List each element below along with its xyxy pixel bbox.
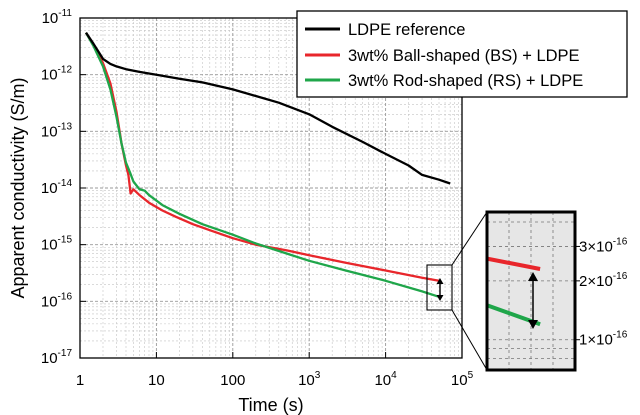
- legend-label-bs: 3wt% Ball-shaped (BS) + LDPE: [348, 47, 580, 65]
- x-axis-label: Time (s): [238, 395, 303, 415]
- zoom-arrow-head-up: [436, 278, 444, 284]
- x-tick-label: 100: [220, 372, 245, 389]
- y-tick-label: 10-14: [41, 178, 73, 197]
- x-tick-label: 10: [148, 372, 165, 389]
- x-tick-label: 103: [298, 370, 321, 389]
- series-line-2: [84, 32, 440, 298]
- inset-series-line-1: [486, 256, 541, 271]
- y-tick-label: 10-17: [41, 348, 73, 367]
- zoom-connector-top: [451, 211, 488, 266]
- inset: 3×10-16 2×10-16 1×10-16: [485, 210, 628, 372]
- series-line-0: [85, 32, 451, 185]
- y-tick-label: 10-16: [41, 291, 73, 310]
- y-tick-label: 10-11: [42, 8, 73, 27]
- inset-tick-label: 3×10-16: [579, 236, 628, 255]
- series-layer: [84, 32, 451, 298]
- y-axis-label: Apparent conductivity (S/m): [8, 77, 28, 298]
- inset-arrow-head-up: [528, 272, 538, 281]
- x-axis-ticks: 1 10 100 103 104 105: [76, 352, 474, 389]
- legend-box: [296, 10, 628, 98]
- zoom-arrow-head-down: [436, 295, 444, 301]
- y-tick-label: 10-15: [41, 235, 73, 254]
- inset-frame: [485, 210, 577, 372]
- inset-arrow-head-down: [528, 320, 538, 329]
- legend-label-rs: 3wt% Rod-shaped (RS) + LDPE: [348, 72, 583, 90]
- x-tick-label: 1: [76, 372, 84, 389]
- y-tick-label: 10-13: [41, 121, 73, 140]
- legend-label-ldpe: LDPE reference: [348, 21, 465, 39]
- y-axis-ticks: 10-11 10-12 10-13 10-14 10-15 10-16 10-17: [41, 8, 86, 367]
- inset-tick-label: 2×10-16: [579, 271, 628, 290]
- zoom-box: [426, 264, 453, 311]
- x-tick-label: 105: [451, 370, 474, 389]
- zoom-connector-bottom: [451, 309, 488, 371]
- legend: LDPE reference 3wt% Ball-shaped (BS) + L…: [296, 10, 628, 98]
- inset-tick-label: 1×10-16: [579, 330, 628, 349]
- y-tick-label: 10-12: [41, 65, 73, 84]
- x-tick-label: 104: [374, 370, 397, 389]
- inset-axis-ticks: 3×10-16 2×10-16 1×10-16: [575, 236, 628, 349]
